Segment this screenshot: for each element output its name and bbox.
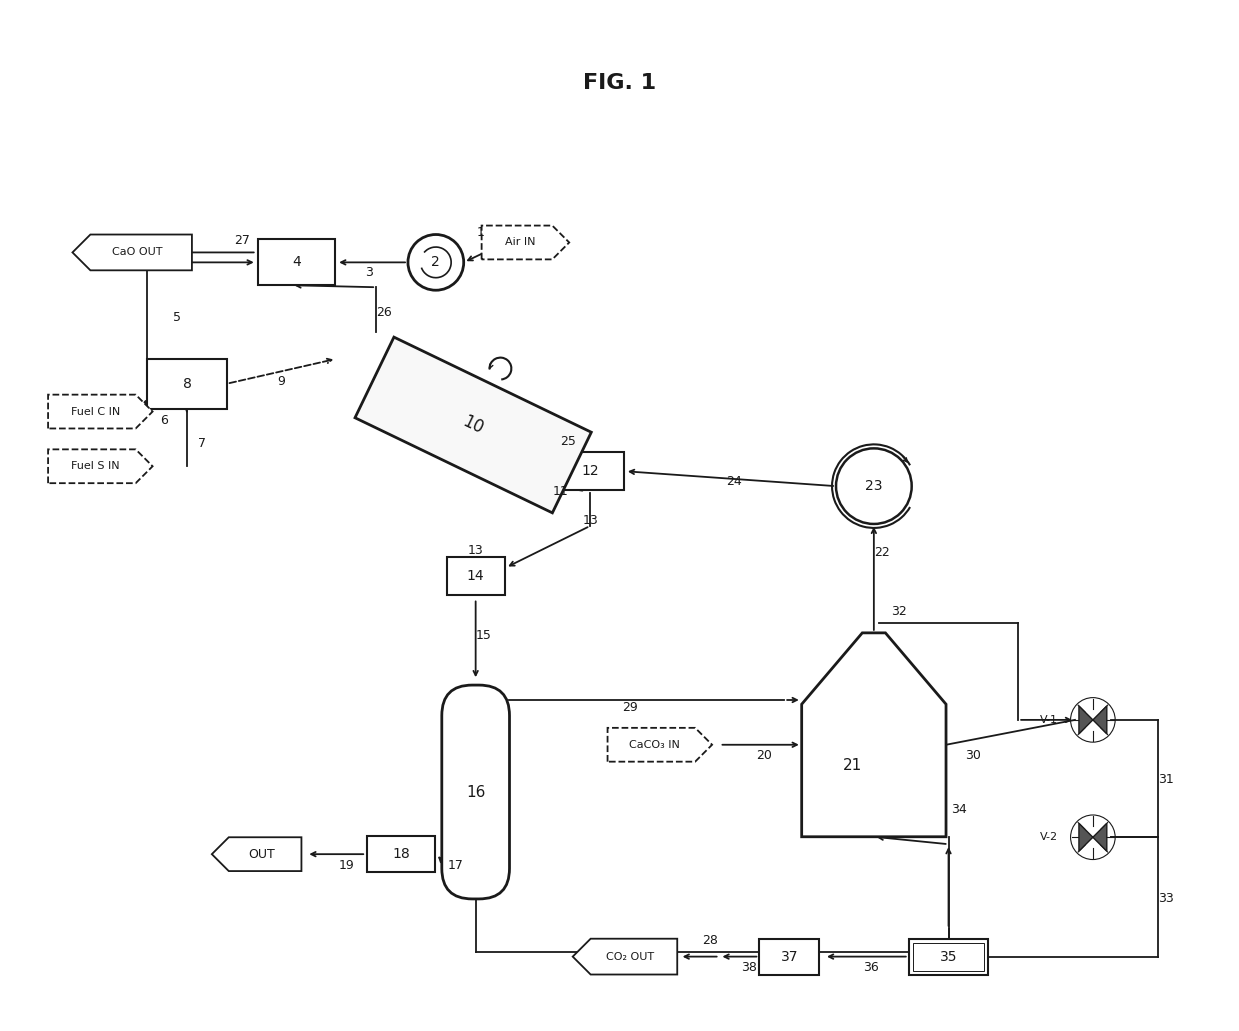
Polygon shape	[48, 395, 152, 429]
Text: 18: 18	[392, 847, 410, 861]
Text: 26: 26	[377, 305, 392, 319]
Text: 36: 36	[864, 961, 878, 974]
Text: 29: 29	[622, 701, 638, 714]
Text: 5: 5	[173, 310, 181, 324]
Text: 25: 25	[560, 435, 576, 447]
Text: CO₂ OUT: CO₂ OUT	[606, 952, 654, 962]
Text: 16: 16	[466, 785, 486, 799]
Text: 15: 15	[476, 629, 492, 642]
Text: 7: 7	[198, 437, 206, 450]
Text: 6: 6	[160, 414, 169, 427]
Circle shape	[408, 234, 463, 290]
Text: 27: 27	[234, 234, 249, 247]
Polygon shape	[482, 226, 569, 260]
Text: OUT: OUT	[248, 847, 275, 861]
Text: 19: 19	[338, 859, 354, 871]
Text: CaO OUT: CaO OUT	[113, 247, 162, 258]
Text: 8: 8	[182, 376, 191, 391]
Circle shape	[836, 448, 912, 524]
Text: Fuel S IN: Fuel S IN	[71, 461, 120, 471]
Polygon shape	[72, 234, 192, 270]
Bar	[367, 836, 435, 872]
Bar	[760, 938, 819, 974]
Text: 38: 38	[741, 961, 757, 974]
Text: FIG. 1: FIG. 1	[584, 73, 657, 94]
Text: 34: 34	[950, 803, 966, 816]
Bar	[913, 942, 984, 970]
Text: 33: 33	[1157, 893, 1173, 905]
Text: 1: 1	[477, 226, 484, 239]
Text: 11: 11	[553, 485, 569, 498]
Text: 30: 30	[965, 750, 981, 762]
Text: 28: 28	[701, 934, 717, 947]
Polygon shape	[356, 337, 591, 512]
Text: 4: 4	[292, 256, 301, 269]
Bar	[447, 557, 504, 595]
Text: 24: 24	[726, 474, 742, 488]
FancyBboxPatch shape	[442, 685, 509, 899]
Bar	[556, 453, 624, 490]
Text: 23: 23	[865, 479, 882, 493]
Bar	[258, 239, 336, 286]
Text: 21: 21	[843, 758, 862, 773]
Text: V-1: V-1	[1040, 714, 1058, 725]
Text: 10: 10	[460, 412, 487, 438]
Text: 35: 35	[939, 950, 958, 964]
Bar	[147, 359, 227, 408]
Text: 20: 20	[757, 750, 772, 762]
Text: Fuel C IN: Fuel C IN	[71, 406, 120, 417]
Text: 17: 17	[447, 859, 463, 871]
Polygon shape	[802, 633, 947, 837]
Text: CaCO₃ IN: CaCO₃ IN	[629, 740, 680, 750]
Text: 31: 31	[1157, 773, 1173, 786]
Text: Air IN: Air IN	[506, 237, 535, 247]
Polygon shape	[48, 450, 152, 484]
Text: 22: 22	[873, 546, 890, 559]
Text: V-2: V-2	[1040, 832, 1058, 842]
Text: 3: 3	[366, 266, 373, 278]
Bar	[908, 938, 989, 974]
Polygon shape	[1079, 706, 1106, 734]
Polygon shape	[572, 938, 678, 974]
Text: 9: 9	[278, 375, 285, 389]
Text: 14: 14	[467, 569, 484, 583]
Polygon shape	[1079, 824, 1106, 852]
Text: 32: 32	[891, 605, 907, 619]
Text: 12: 12	[581, 464, 598, 478]
Text: 37: 37	[781, 950, 798, 964]
Text: 13: 13	[582, 514, 598, 528]
Text: 2: 2	[431, 256, 440, 269]
Text: 13: 13	[468, 544, 483, 558]
Polygon shape	[607, 728, 712, 762]
Polygon shape	[212, 837, 301, 871]
